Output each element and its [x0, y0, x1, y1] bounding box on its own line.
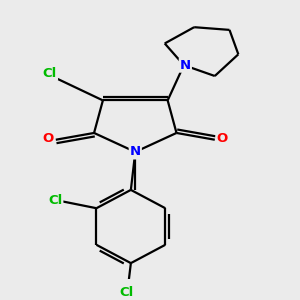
Text: Cl: Cl: [43, 67, 57, 80]
Text: N: N: [180, 59, 191, 72]
Text: Cl: Cl: [119, 286, 134, 299]
Text: N: N: [130, 146, 141, 158]
Text: O: O: [43, 132, 54, 145]
Text: O: O: [217, 132, 228, 145]
Text: Cl: Cl: [48, 194, 62, 207]
